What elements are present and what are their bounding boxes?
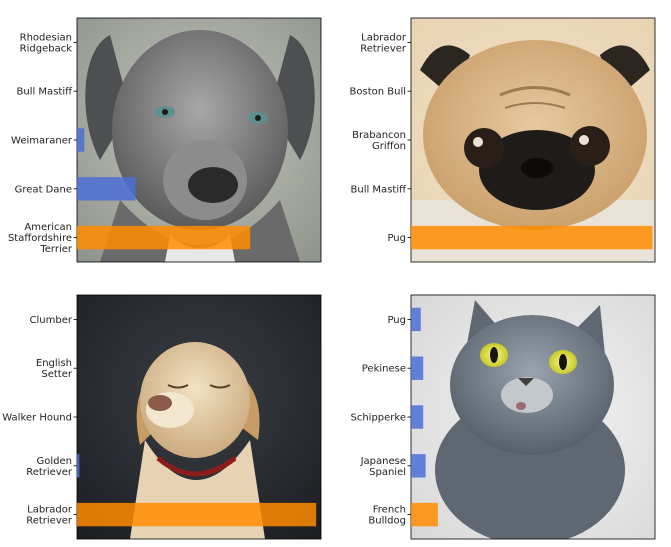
y-tick-label-1-3: Bull Mastiff (351, 184, 408, 195)
y-tick-label-3-0: Pug (387, 315, 406, 326)
y-tick-label-0-3: Great Dane (15, 184, 72, 195)
y-tick-label-3-4: French Bulldog (368, 505, 406, 527)
y-tick-label-2-0: Clumber (30, 315, 73, 326)
bar-2-4 (77, 502, 317, 527)
bar-3-3 (411, 454, 426, 478)
panel-3: Clumber English Setter Walker Hound Golden Re… (2, 294, 322, 540)
bar-2-3 (77, 454, 80, 478)
bar-0-3 (77, 177, 136, 201)
y-tick-label-1-1: Boston Bull (350, 87, 407, 98)
dog-photo-1 (77, 18, 321, 262)
y-tick-label-0-2: Weimaraner (11, 136, 73, 147)
bar-1-4 (411, 225, 653, 250)
y-tick-label-3-1: Pekinese (362, 364, 406, 375)
bar-0-4 (77, 225, 251, 250)
y-tick-label-2-4: Labrador Retriever (26, 505, 73, 527)
panel-2: Labrador Retriever Boston Bull Brabancon Gri… (350, 17, 656, 263)
cat-photo (411, 295, 655, 539)
y-tick-label-0-0: Rhodesian Ridgeback (20, 32, 73, 54)
dog-photo-2 (411, 18, 655, 262)
bar-3-4 (411, 502, 438, 527)
y-tick-label-3-3: Japanese Spaniel (360, 456, 406, 478)
y-tick-label-2-3: Golden Retriever (26, 456, 73, 478)
dog-photo-3 (77, 295, 321, 539)
panel-4: Pug Pekinese Schipperke Japanese Spaniel Fren… (350, 294, 656, 540)
y-tick-label-1-2: Brabancon Griffon (352, 130, 406, 152)
y-tick-label-2-2: Walker Hound (2, 413, 72, 424)
bar-3-0 (411, 307, 421, 332)
y-tick-label-2-1: English Setter (36, 358, 73, 380)
bar-3-1 (411, 356, 424, 380)
bar-0-2 (77, 128, 85, 152)
y-tick-label-3-2: Schipperke (350, 413, 406, 424)
y-tick-label-0-1: Bull Mastiff (17, 87, 74, 98)
y-tick-label-0-4: American Staffordshire Terrier (8, 222, 73, 255)
bar-3-2 (411, 405, 424, 429)
panel-1: Rhodesian Ridgeback Bull Mastiff Weimaraner… (8, 17, 322, 263)
y-tick-label-1-0: Labrador Retriever (360, 32, 407, 54)
y-tick-label-1-4: Pug (387, 233, 406, 244)
